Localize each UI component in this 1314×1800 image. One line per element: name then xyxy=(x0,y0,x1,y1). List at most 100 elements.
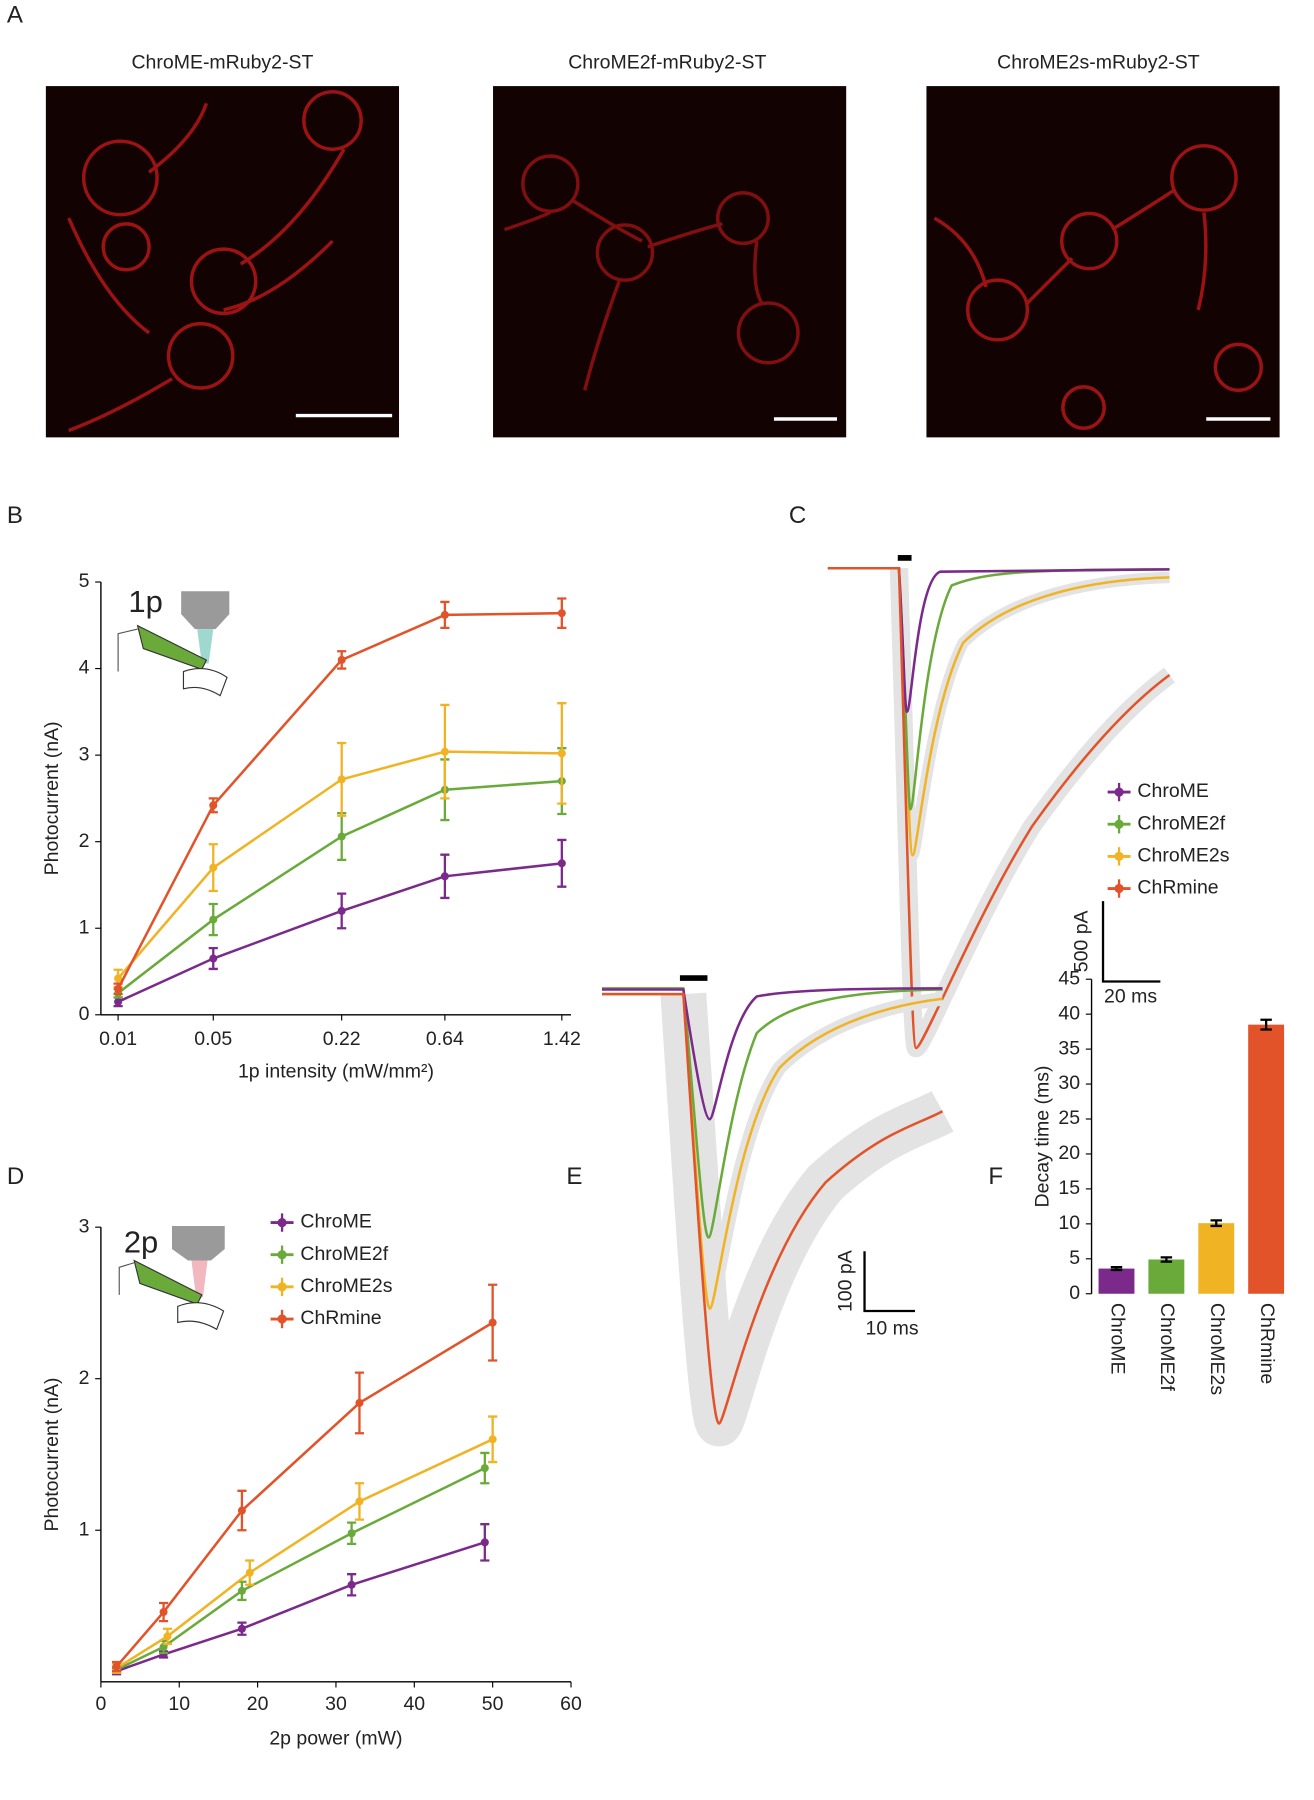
setup-icon: 2p xyxy=(118,1225,225,1331)
x-tick-label: 0.01 xyxy=(99,1028,137,1050)
error-bar xyxy=(1210,1219,1222,1228)
legend-label: ChRmine xyxy=(300,1307,381,1329)
legend-swatch xyxy=(277,1314,287,1324)
x-tick-label: 20 xyxy=(247,1693,269,1715)
micrograph xyxy=(45,86,400,438)
trace xyxy=(827,566,1171,1050)
data-point xyxy=(237,1624,246,1633)
y-axis-label: Photocurrent (nA) xyxy=(41,1377,63,1531)
series-line xyxy=(115,1321,494,1668)
series-line xyxy=(116,1466,486,1671)
x-tick-label: 0.22 xyxy=(323,1028,361,1050)
trace xyxy=(601,992,944,1425)
error-bar xyxy=(1110,1266,1123,1272)
scale-label: 500 pA xyxy=(1071,910,1093,972)
scale-label: 10 ms xyxy=(866,1317,919,1339)
trace xyxy=(601,987,943,1239)
traces-e: 100 pA 10 ms xyxy=(601,975,954,1447)
data-point xyxy=(557,859,566,868)
panel-label: C xyxy=(789,502,806,529)
data-point xyxy=(337,906,346,915)
y-tick-label: 35 xyxy=(1058,1037,1080,1059)
y-tick-label: 30 xyxy=(1058,1072,1080,1094)
scale-label: 100 pA xyxy=(834,1250,856,1312)
legend-label: ChroME xyxy=(300,1211,371,1233)
x-tick-label: 0.64 xyxy=(426,1028,464,1050)
cells xyxy=(933,144,1263,430)
y-tick-label: 10 xyxy=(1058,1212,1080,1234)
y-tick-label: 3 xyxy=(79,743,90,765)
trace xyxy=(827,566,1170,713)
x-tick-label: ChroME xyxy=(1106,1303,1128,1375)
legend-swatch xyxy=(277,1250,287,1260)
data-point xyxy=(209,915,218,924)
image-title: ChroME-mRuby2-ST xyxy=(131,51,313,73)
data-point xyxy=(245,1568,254,1577)
legend-label: ChroME2s xyxy=(1137,845,1229,867)
legend-label: ChroME2f xyxy=(1137,812,1225,834)
x-tick-label: 60 xyxy=(560,1693,582,1715)
micrograph xyxy=(926,86,1280,438)
y-tick-label: 5 xyxy=(79,570,90,592)
data-point xyxy=(480,1538,489,1547)
micrograph xyxy=(493,86,847,438)
bar xyxy=(1198,1223,1235,1294)
y-tick-label: 1 xyxy=(79,916,90,938)
y-tick-label: 2 xyxy=(79,830,90,852)
data-point xyxy=(355,1398,364,1407)
series-line xyxy=(117,862,562,1003)
sem-band xyxy=(889,567,1175,1058)
data-point xyxy=(163,1632,172,1641)
legend-label: ChroME2s xyxy=(300,1275,392,1297)
x-axis-label: 2p power (mW) xyxy=(269,1727,402,1749)
bar xyxy=(1148,1259,1185,1294)
x-axis-label: 1p intensity (mW/mm²) xyxy=(238,1060,434,1082)
x-tick-label: 50 xyxy=(482,1693,504,1715)
panel-label: E xyxy=(566,1163,582,1190)
series-line xyxy=(115,1438,494,1670)
x-tick-label: 30 xyxy=(325,1693,347,1715)
bar xyxy=(1248,1024,1285,1294)
panel-label: F xyxy=(988,1163,1003,1190)
x-tick-label: ChroME2s xyxy=(1206,1303,1228,1395)
y-tick-label: 5 xyxy=(1069,1247,1080,1269)
data-point xyxy=(557,609,566,618)
data-point xyxy=(237,1586,246,1595)
y-tick-label: 45 xyxy=(1058,967,1080,989)
y-tick-label: 25 xyxy=(1058,1107,1080,1129)
data-point xyxy=(440,610,449,619)
y-tick-label: 3 xyxy=(79,1215,90,1237)
error-bar xyxy=(1160,1256,1173,1263)
y-tick-label: 4 xyxy=(79,657,90,679)
cells xyxy=(503,154,800,391)
data-point xyxy=(355,1497,364,1506)
icon-label: 2p xyxy=(124,1225,158,1260)
data-point xyxy=(337,832,346,841)
legend-label: ChroME2f xyxy=(300,1243,388,1265)
cells xyxy=(67,90,363,433)
data-point xyxy=(337,655,346,664)
legend-swatch xyxy=(277,1217,287,1228)
icon-label: 1p xyxy=(128,584,162,619)
legend-label: ChroME xyxy=(1137,780,1208,802)
legend-swatch xyxy=(1114,787,1124,797)
data-point xyxy=(209,954,218,963)
y-tick-label: 1 xyxy=(79,1518,90,1540)
micrograph-group: ChroME-mRuby2-ST ChroME2f-mRuby2-ST Chro… xyxy=(45,51,1280,438)
scale-bar xyxy=(1101,901,1161,983)
x-tick-label: 10 xyxy=(168,1693,190,1715)
data-point xyxy=(557,749,566,758)
panel-label: A xyxy=(7,1,24,28)
y-tick-label: 0 xyxy=(79,1003,90,1025)
data-point xyxy=(209,801,218,810)
y-tick-label: 20 xyxy=(1058,1142,1080,1164)
image-title: ChroME2f-mRuby2-ST xyxy=(568,51,766,73)
x-tick-label: ChRmine xyxy=(1256,1303,1278,1384)
data-point xyxy=(480,1464,489,1473)
data-point xyxy=(114,974,123,983)
setup-icon: 1p xyxy=(117,584,230,697)
y-axis-label: Photocurrent (nA) xyxy=(41,721,63,875)
data-point xyxy=(347,1580,356,1589)
data-point xyxy=(114,984,123,993)
legend-swatch xyxy=(1114,851,1124,861)
